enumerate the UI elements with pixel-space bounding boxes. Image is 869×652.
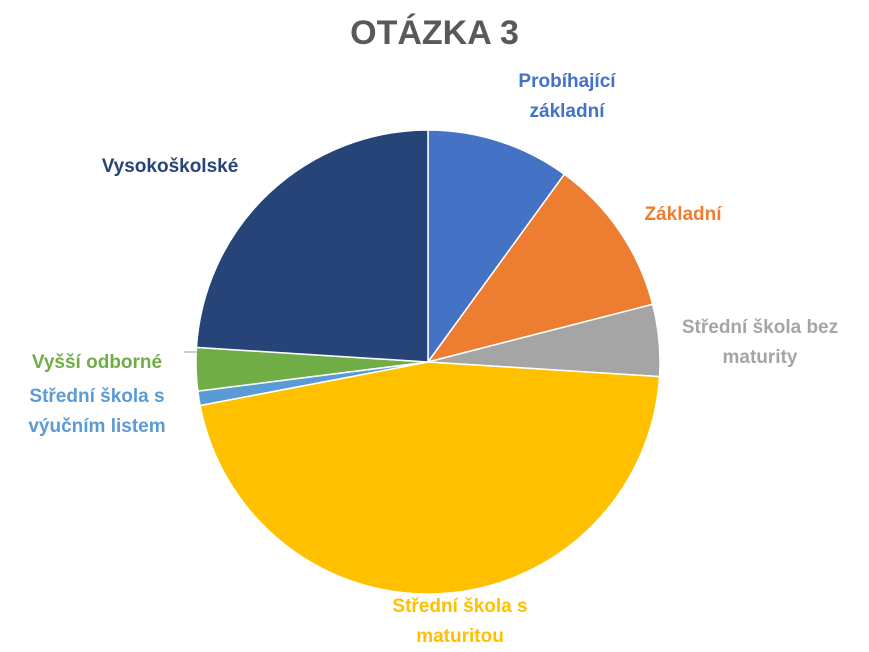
chart-title: OTÁZKA 3: [350, 14, 519, 52]
pie-slice: [426, 173, 654, 364]
pie-slice: [199, 361, 661, 595]
slice-label: Vysokoškolské: [101, 156, 239, 177]
pie-slice: [195, 129, 429, 363]
slice-label: Střední škola s výučním listem: [28, 386, 166, 437]
slice-label: Střední škola s maturitou: [392, 596, 528, 647]
slice-label: Vyšší odborné: [31, 352, 163, 373]
slice-label: Střední škola bez maturity: [681, 317, 839, 368]
slice-label: Probíhající základní: [518, 71, 616, 122]
slice-label: Základní: [644, 204, 722, 225]
pie-slice: [427, 129, 566, 365]
